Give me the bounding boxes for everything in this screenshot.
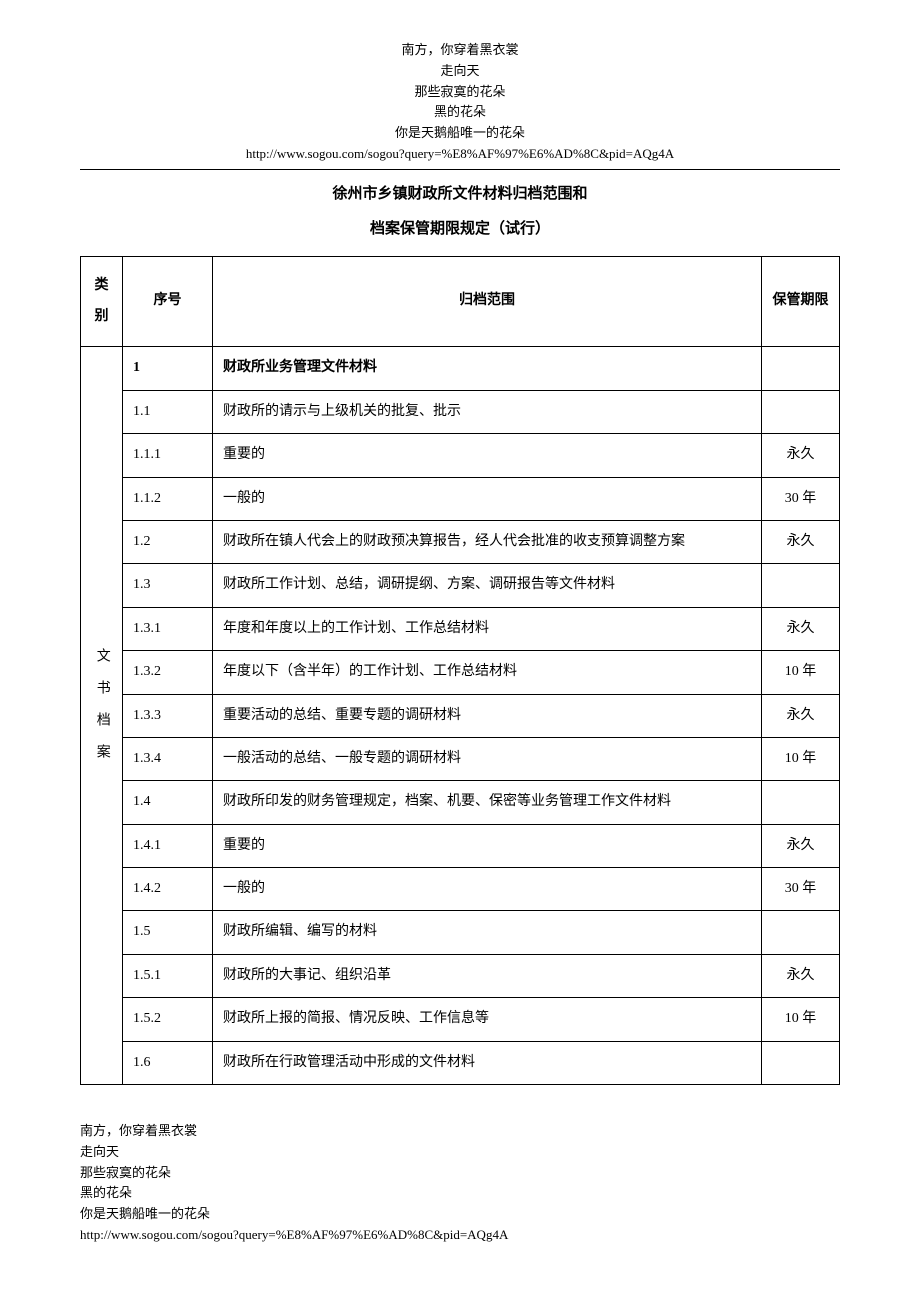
scope-cell: 重要的 (213, 434, 762, 477)
footer-poem: 南方，你穿着黑衣裳 走向天 那些寂寞的花朵 黑的花朵 你是天鹅船唯一的花朵 ht… (80, 1121, 840, 1246)
seq-cell: 1.1.1 (123, 434, 213, 477)
term-cell: 永久 (762, 434, 840, 477)
table-row: 1.4.1重要的永久 (81, 824, 840, 867)
table-row: 1.1.1重要的永久 (81, 434, 840, 477)
scope-cell: 财政所业务管理文件材料 (213, 347, 762, 390)
seq-cell: 1.4.2 (123, 868, 213, 911)
table-row: 1.1财政所的请示与上级机关的批复、批示 (81, 390, 840, 433)
table-row: 1.5.2财政所上报的简报、情况反映、工作信息等10 年 (81, 998, 840, 1041)
seq-cell: 1.5.2 (123, 998, 213, 1041)
poem-line: 走向天 (80, 61, 840, 82)
table-row: 1.4.2一般的30 年 (81, 868, 840, 911)
seq-cell: 1.3.2 (123, 651, 213, 694)
term-cell (762, 347, 840, 390)
table-row: 1.3.4一般活动的总结、一般专题的调研材料10 年 (81, 737, 840, 780)
table-row: 1.6财政所在行政管理活动中形成的文件材料 (81, 1041, 840, 1084)
table-row: 1.3财政所工作计划、总结，调研提纲、方案、调研报告等文件材料 (81, 564, 840, 607)
header-category: 类别 (81, 256, 123, 347)
term-cell: 永久 (762, 520, 840, 563)
seq-cell: 1.1.2 (123, 477, 213, 520)
table-row: 1.3.1年度和年度以上的工作计划、工作总结材料永久 (81, 607, 840, 650)
scope-cell: 一般的 (213, 868, 762, 911)
term-cell (762, 781, 840, 824)
term-cell (762, 911, 840, 954)
header-scope: 归档范围 (213, 256, 762, 347)
term-cell (762, 390, 840, 433)
scope-cell: 年度和年度以上的工作计划、工作总结材料 (213, 607, 762, 650)
term-cell (762, 564, 840, 607)
poem-line: 南方，你穿着黑衣裳 (80, 40, 840, 61)
poem-line: 南方，你穿着黑衣裳 (80, 1121, 840, 1142)
header-term: 保管期限 (762, 256, 840, 347)
document-title: 徐州市乡镇财政所文件材料归档范围和 (80, 182, 840, 203)
table-row: 1.2财政所在镇人代会上的财政预决算报告，经人代会批准的收支预算调整方案永久 (81, 520, 840, 563)
scope-cell: 重要的 (213, 824, 762, 867)
term-cell: 永久 (762, 954, 840, 997)
category-cell: 文书档案 (81, 347, 123, 1085)
scope-cell: 财政所在行政管理活动中形成的文件材料 (213, 1041, 762, 1084)
divider (80, 169, 840, 170)
poem-line: 黑的花朵 (80, 1183, 840, 1204)
seq-cell: 1.3.3 (123, 694, 213, 737)
scope-cell: 年度以下（含半年）的工作计划、工作总结材料 (213, 651, 762, 694)
seq-cell: 1 (123, 347, 213, 390)
header-poem: 南方，你穿着黑衣裳 走向天 那些寂寞的花朵 黑的花朵 你是天鹅船唯一的花朵 ht… (80, 40, 840, 165)
poem-line: 你是天鹅船唯一的花朵 (80, 1204, 840, 1225)
poem-line: 黑的花朵 (80, 102, 840, 123)
scope-cell: 财政所印发的财务管理规定，档案、机要、保密等业务管理工作文件材料 (213, 781, 762, 824)
poem-line: 走向天 (80, 1142, 840, 1163)
term-cell: 永久 (762, 694, 840, 737)
term-cell: 10 年 (762, 651, 840, 694)
scope-cell: 重要活动的总结、重要专题的调研材料 (213, 694, 762, 737)
seq-cell: 1.3.1 (123, 607, 213, 650)
term-cell: 永久 (762, 824, 840, 867)
scope-cell: 一般活动的总结、一般专题的调研材料 (213, 737, 762, 780)
scope-cell: 财政所的大事记、组织沿革 (213, 954, 762, 997)
poem-line: 你是天鹅船唯一的花朵 (80, 123, 840, 144)
term-cell: 30 年 (762, 868, 840, 911)
scope-cell: 财政所编辑、编写的材料 (213, 911, 762, 954)
category-label: 文书档案 (90, 648, 112, 776)
term-cell (762, 1041, 840, 1084)
archive-table: 类别 序号 归档范围 保管期限 文书档案1财政所业务管理文件材料1.1财政所的请… (80, 256, 840, 1085)
header-seq: 序号 (123, 256, 213, 347)
poem-url: http://www.sogou.com/sogou?query=%E8%AF%… (80, 1225, 840, 1246)
term-cell: 10 年 (762, 737, 840, 780)
scope-cell: 财政所工作计划、总结，调研提纲、方案、调研报告等文件材料 (213, 564, 762, 607)
poem-line: 那些寂寞的花朵 (80, 1163, 840, 1184)
term-cell: 永久 (762, 607, 840, 650)
table-row: 1.3.3重要活动的总结、重要专题的调研材料永久 (81, 694, 840, 737)
poem-line: 那些寂寞的花朵 (80, 82, 840, 103)
scope-cell: 一般的 (213, 477, 762, 520)
scope-cell: 财政所的请示与上级机关的批复、批示 (213, 390, 762, 433)
table-row: 1.1.2一般的30 年 (81, 477, 840, 520)
document-subtitle: 档案保管期限规定（试行） (80, 217, 840, 238)
poem-url: http://www.sogou.com/sogou?query=%E8%AF%… (80, 144, 840, 165)
table-row: 1.3.2年度以下（含半年）的工作计划、工作总结材料10 年 (81, 651, 840, 694)
table-header-row: 类别 序号 归档范围 保管期限 (81, 256, 840, 347)
table-row: 1.5.1财政所的大事记、组织沿革永久 (81, 954, 840, 997)
table-row: 文书档案1财政所业务管理文件材料 (81, 347, 840, 390)
seq-cell: 1.4.1 (123, 824, 213, 867)
seq-cell: 1.5 (123, 911, 213, 954)
seq-cell: 1.5.1 (123, 954, 213, 997)
seq-cell: 1.2 (123, 520, 213, 563)
table-row: 1.4财政所印发的财务管理规定，档案、机要、保密等业务管理工作文件材料 (81, 781, 840, 824)
seq-cell: 1.6 (123, 1041, 213, 1084)
seq-cell: 1.1 (123, 390, 213, 433)
term-cell: 30 年 (762, 477, 840, 520)
seq-cell: 1.3 (123, 564, 213, 607)
table-row: 1.5财政所编辑、编写的材料 (81, 911, 840, 954)
term-cell: 10 年 (762, 998, 840, 1041)
scope-cell: 财政所在镇人代会上的财政预决算报告，经人代会批准的收支预算调整方案 (213, 520, 762, 563)
seq-cell: 1.3.4 (123, 737, 213, 780)
seq-cell: 1.4 (123, 781, 213, 824)
scope-cell: 财政所上报的简报、情况反映、工作信息等 (213, 998, 762, 1041)
